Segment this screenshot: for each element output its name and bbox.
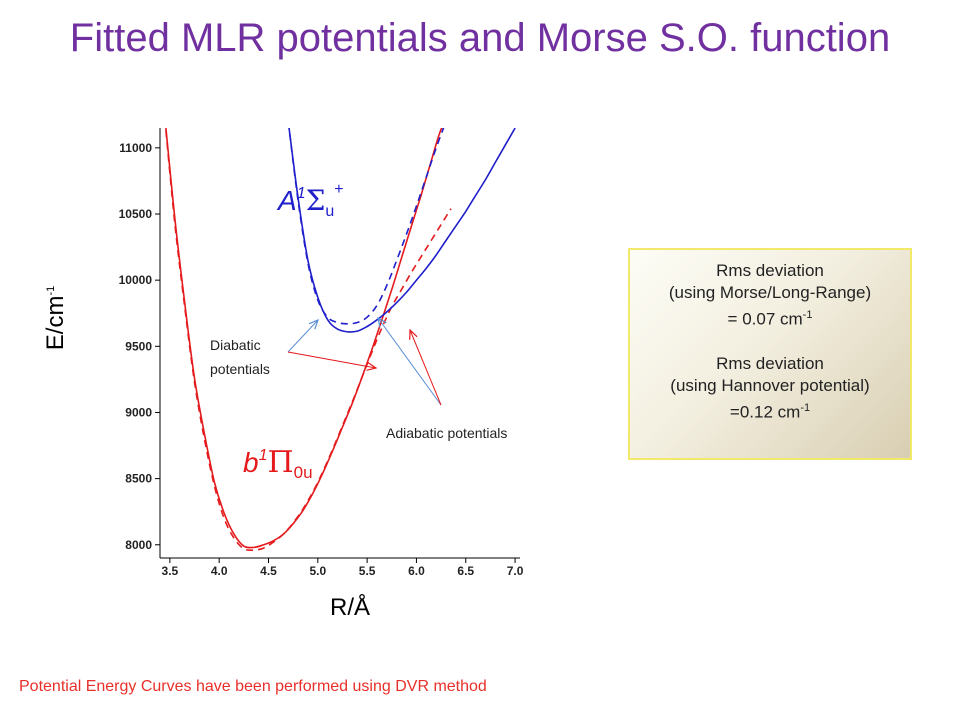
rms-deviation-box: Rms deviation (using Morse/Long-Range) =… [628,248,912,460]
rms-unit-sup-2: -1 [800,401,811,414]
series-line-red-dashed [165,130,452,552]
x-tick-label: 6.0 [408,564,425,578]
series-line-blue-solid [288,128,516,333]
rms-line-2: (using Morse/Long-Range) [668,283,872,302]
y-axis-label-base: E/cm [42,295,69,351]
b-state-pi: Π [267,445,293,480]
y-axis-label-sup: -1 [45,285,57,296]
rms-line-1: Rms deviation [716,261,824,280]
diabatic-arrow-red [287,351,376,368]
rms-line-5: (using Hannover potential) [670,375,870,395]
a-state-sup: 1 [297,185,306,202]
y-tick-label: 9500 [125,339,152,353]
y-tick-label: 9000 [125,405,152,419]
y-tick-label: 10500 [119,207,153,221]
diabatic-label-line1: Diabatic [210,337,261,353]
y-axis-label: E/cm-1 [40,268,72,368]
axes [159,128,520,559]
diabatic-arrow-blue [287,320,318,353]
x-tick-label: 5.0 [309,564,326,578]
series-line-blue-dashed [288,128,445,325]
b-state-label: b1Π0u [243,445,313,482]
a-state-sub: u [325,203,334,220]
ticks: 3.5 4.0 4.5 5.0 5.5 6.0 6.5 7.0 8000 8500 9000 9500… [119,141,524,578]
rms-value-morse: = 0.07 cm [727,309,803,329]
y-tick-label: 10000 [119,273,153,287]
a-state-main: A [276,185,297,216]
a-state-sup2: + [334,181,343,198]
rms-unit-sup-1: -1 [802,309,813,321]
plot-area [160,128,520,558]
y-tick-label: 8500 [125,472,152,486]
adiabatic-arrow-red [410,330,442,406]
diabatic-label-line2: potentials [210,361,270,377]
y-tick-label: 8000 [125,538,152,552]
rms-line-3: = 0.07 cm-1 [630,304,910,331]
x-tick-label: 6.5 [457,564,474,578]
annotations: Diabatic potentials Adiabatic potentials… [210,181,507,482]
b-state-main: b [243,447,259,478]
x-tick-label: 7.0 [507,564,524,578]
b-state-sub: 0u [294,463,313,482]
x-tick-label: 4.0 [211,564,228,578]
x-axis-label: R/Å [329,594,370,621]
y-tick-label: 11000 [119,141,152,155]
slide-title: Fitted MLR potentials and Morse S.O. fun… [69,16,891,60]
curves [165,128,516,552]
a-state-label: A1Σu+ [276,181,344,220]
x-tick-label: 4.5 [260,564,277,578]
x-tick-label: 5.5 [359,564,376,578]
a-state-sigma: Σ [306,184,326,217]
rms-line-4: Rms deviation [716,353,824,373]
x-tick-label: 3.5 [162,564,179,578]
b-state-sup: 1 [259,447,268,464]
rms-value-hannover: =0.12 cm [729,402,801,422]
adiabatic-arrow-blue [378,318,442,406]
adiabatic-label: Adiabatic potentials [386,425,507,441]
footer-note: Potential Energy Curves have been perfor… [19,678,487,695]
rms-line-6: =0.12 cm-1 [630,397,910,424]
